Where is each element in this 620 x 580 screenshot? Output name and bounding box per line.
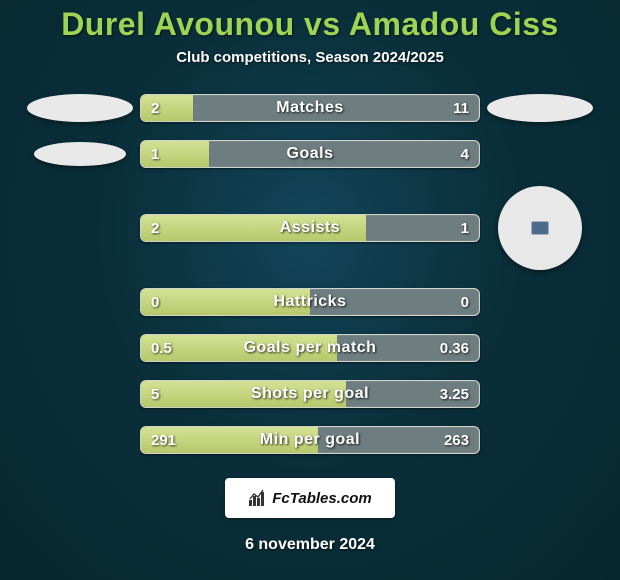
stat-bar: 53.25Shots per goal bbox=[140, 380, 480, 408]
stat-label: Min per goal bbox=[141, 427, 479, 453]
left-graphic-slot bbox=[20, 142, 140, 166]
placeholder-ellipse bbox=[27, 94, 133, 122]
stat-row: 14Goals bbox=[20, 140, 600, 168]
stat-row: 291263Min per goal bbox=[20, 426, 600, 454]
placeholder-ellipse bbox=[487, 94, 593, 122]
right-graphic-slot bbox=[480, 186, 600, 270]
stat-row: 0.50.36Goals per match bbox=[20, 334, 600, 362]
stat-label: Goals per match bbox=[141, 335, 479, 361]
chart-icon bbox=[248, 488, 268, 508]
stat-row: 53.25Shots per goal bbox=[20, 380, 600, 408]
render-date: 6 november 2024 bbox=[8, 536, 612, 554]
stat-label: Hattricks bbox=[141, 289, 479, 315]
stat-label: Goals bbox=[141, 141, 479, 167]
stat-row: 21Assists bbox=[20, 186, 600, 270]
placeholder-circle bbox=[498, 186, 582, 270]
stat-bar: 211Matches bbox=[140, 94, 480, 122]
right-graphic-slot bbox=[480, 94, 600, 122]
stat-bar: 14Goals bbox=[140, 140, 480, 168]
comparison-panel: Durel Avounou vs Amadou Ciss Club compet… bbox=[0, 0, 620, 554]
attribution-logo: FcTables.com bbox=[225, 478, 395, 518]
page-title: Durel Avounou vs Amadou Ciss bbox=[8, 0, 612, 49]
subtitle: Club competitions, Season 2024/2025 bbox=[8, 49, 612, 66]
stat-bar: 0.50.36Goals per match bbox=[140, 334, 480, 362]
stat-bar: 21Assists bbox=[140, 214, 480, 242]
stats-list: 211Matches 14Goals 21Assists 00Hattricks 0.5… bbox=[8, 94, 612, 454]
stat-bar: 291263Min per goal bbox=[140, 426, 480, 454]
stat-row: 00Hattricks bbox=[20, 288, 600, 316]
stat-row: 211Matches bbox=[20, 94, 600, 122]
stat-label: Assists bbox=[141, 215, 479, 241]
left-graphic-slot bbox=[20, 94, 140, 122]
mini-badge-icon bbox=[531, 221, 549, 235]
stat-bar: 00Hattricks bbox=[140, 288, 480, 316]
stat-label: Shots per goal bbox=[141, 381, 479, 407]
attribution-text: FcTables.com bbox=[272, 490, 371, 507]
placeholder-ellipse bbox=[34, 142, 126, 166]
stat-label: Matches bbox=[141, 95, 479, 121]
